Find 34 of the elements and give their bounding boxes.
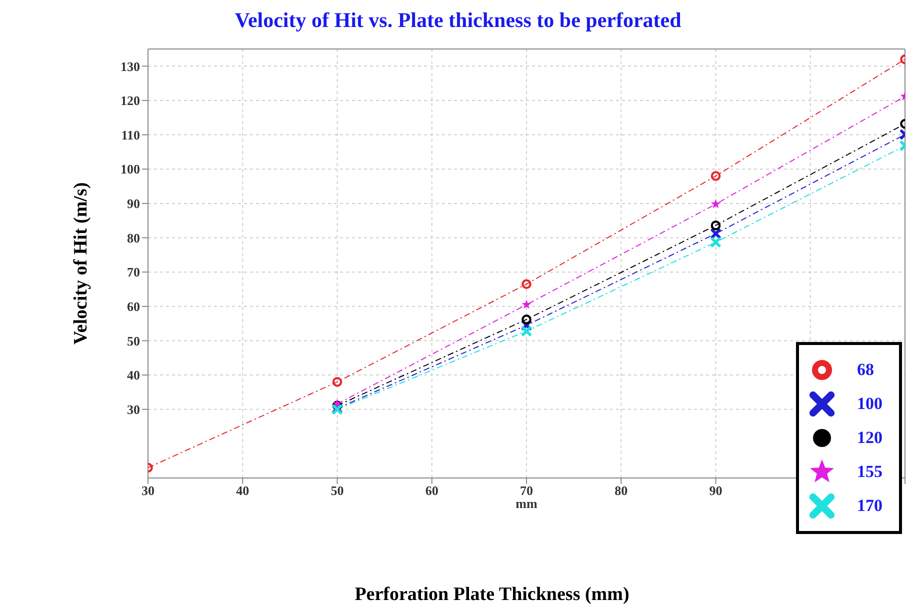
- x-tick-label: 50: [330, 483, 344, 498]
- y-tick-label: 100: [120, 162, 140, 177]
- point: [522, 314, 532, 324]
- legend-label: 120: [857, 428, 884, 448]
- point: [711, 199, 720, 208]
- x-tick-label: 80: [614, 483, 628, 498]
- x-axis-title: mm: [516, 496, 538, 511]
- legend-label: 155: [857, 462, 884, 482]
- y-tick-label: 130: [120, 58, 140, 74]
- y-tick-label: 60: [127, 299, 140, 314]
- legend-label: 100: [857, 394, 884, 414]
- y-tick-label: 80: [127, 230, 140, 246]
- legend-label: 170: [857, 496, 884, 516]
- y-tick-label: 70: [127, 264, 140, 280]
- x-tick-label: 30: [142, 483, 154, 498]
- legend-label: 68: [857, 360, 875, 380]
- y-tick-label: 90: [127, 196, 140, 212]
- text: Perforation Plate Thickness (mm): [354, 584, 630, 606]
- y-tick-label: 120: [120, 93, 140, 108]
- y-tick-label: 30: [127, 402, 140, 417]
- x-tick-label: 60: [425, 483, 438, 498]
- x-tick-label: 70: [520, 483, 533, 498]
- y-tick-label: 110: [121, 127, 140, 142]
- chart-title: Velocity of Hit vs. Plate thickness to be perforated: [234, 8, 682, 33]
- y-tick-label: 50: [127, 333, 140, 348]
- point: [710, 220, 721, 230]
- point: [522, 279, 532, 289]
- y-tick-label: 40: [127, 368, 140, 383]
- x-tick-label: 40: [236, 483, 250, 498]
- y-axis-title: Velocity of Hit (m/s): [70, 182, 92, 345]
- point: [522, 300, 532, 309]
- x-tick-label: 90: [709, 483, 722, 498]
- point: [332, 377, 342, 387]
- point: [710, 171, 721, 181]
